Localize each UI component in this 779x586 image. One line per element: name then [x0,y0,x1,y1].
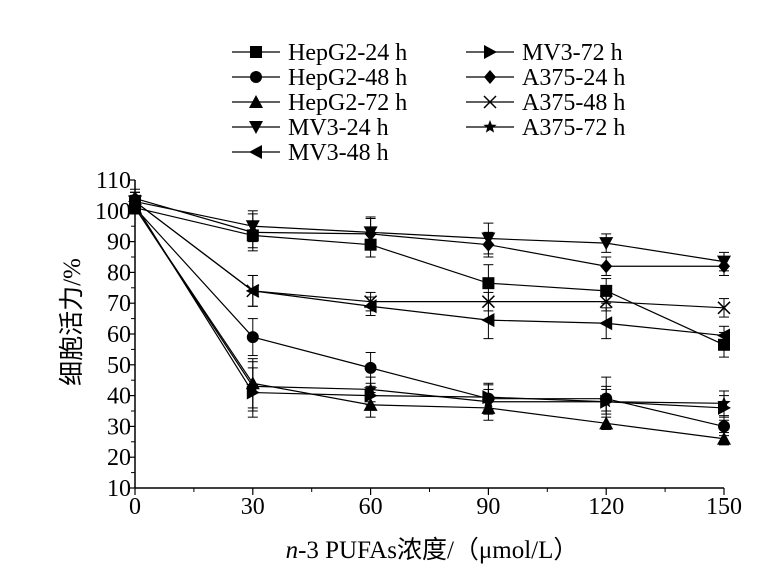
y-tick-label: 100 [95,199,131,225]
data-point [718,420,730,433]
series-line [134,200,725,263]
data-point [481,313,495,328]
legend-marker [249,121,263,134]
legend-label: HepG2-48 h [288,65,407,91]
y-tick-label: 40 [107,384,131,410]
data-point [482,237,495,252]
legend-marker [484,45,497,59]
data-point [481,394,496,408]
x-tick-label: 120 [588,494,624,520]
x-tick-label: 60 [359,494,383,520]
data-point [481,295,495,309]
legend-item: MV3-72 h [466,40,623,66]
series-mv3-24-h [128,191,731,272]
y-tick-label: 50 [107,353,131,379]
legend-item: MV3-24 h [232,115,389,141]
series-a375-48-h [128,191,731,318]
legend-label: HepG2-24 h [288,40,407,66]
series-a375-24-h [129,188,730,276]
data-point [364,226,377,241]
series-line [134,197,724,267]
legend-label: A375-48 h [522,90,625,116]
legend-item: HepG2-72 h [232,90,407,116]
series-line [134,207,725,346]
data-point [482,277,495,290]
legend-label: HepG2-72 h [288,90,407,116]
y-tick-label: 10 [107,476,131,502]
series-line [134,207,725,427]
series-mv3-48-h [128,191,730,346]
legend-item: A375-72 h [466,115,625,141]
y-tick-label: 20 [107,445,131,471]
legend-label: MV3-24 h [288,115,389,141]
legend-marker [483,120,497,133]
y-tick-label: 70 [107,291,131,317]
legend-marker [483,95,497,109]
data-point [717,431,731,445]
data-point [364,361,377,374]
y-tick-label: 60 [107,322,131,348]
series-mv3-72-h [129,194,731,421]
axes: 10 20 30 40 50 60 70 80 90 100 110 0 30 60 90 120 150 [95,168,742,520]
y-tick-label: 30 [107,414,131,440]
legend-marker [250,71,262,83]
series-line [134,201,725,309]
plot-area [128,188,731,446]
legend-label: MV3-48 h [288,140,389,166]
legend-marker [250,46,262,58]
data-point [600,284,613,297]
y-tick-label: 80 [107,260,131,286]
legend-marker [249,145,262,159]
y-tick-label: 110 [96,168,131,194]
legend-item: A375-24 h [466,65,625,91]
data-point [364,295,378,309]
data-point [599,316,613,331]
y-tick-label: 90 [107,230,131,256]
legend-label: A375-72 h [522,115,625,141]
data-point [599,394,613,408]
y-axis-title: 细胞活力/% [58,258,86,386]
x-axis-title: n-3 PUFAs浓度/（μmol/L） [286,536,579,564]
data-point [246,284,260,298]
legend-label: MV3-72 h [522,40,623,66]
x-axis-title-text: -3 PUFAs浓度/（μmol/L） [298,536,578,564]
x-axis-title-italic: n [286,537,299,564]
data-point [718,259,730,274]
series-line [134,207,725,404]
legend-item: HepG2-24 h [232,40,407,66]
x-tick-label: 150 [706,494,742,520]
legend-item: HepG2-48 h [232,65,407,91]
x-tick-label: 30 [241,494,265,520]
data-point [246,331,259,344]
x-tick-label: 0 [129,494,141,520]
legend-label: A375-24 h [522,65,625,91]
data-point [717,301,731,315]
data-point [246,225,259,240]
series-hepg2-48-h [129,201,730,437]
legend-marker [249,95,263,108]
legend-marker [484,70,496,84]
data-point [717,396,731,409]
series-line [134,204,725,409]
data-point [599,295,613,309]
data-point [599,237,614,251]
data-point [600,259,613,274]
legend-item: A375-48 h [466,90,625,116]
series-hepg2-72-h [128,200,731,446]
series-line [134,207,725,440]
data-point [363,382,378,396]
x-tick-label: 90 [476,494,500,520]
data-point [246,379,260,393]
legend-item: MV3-48 h [232,140,389,166]
data-point [717,328,730,343]
